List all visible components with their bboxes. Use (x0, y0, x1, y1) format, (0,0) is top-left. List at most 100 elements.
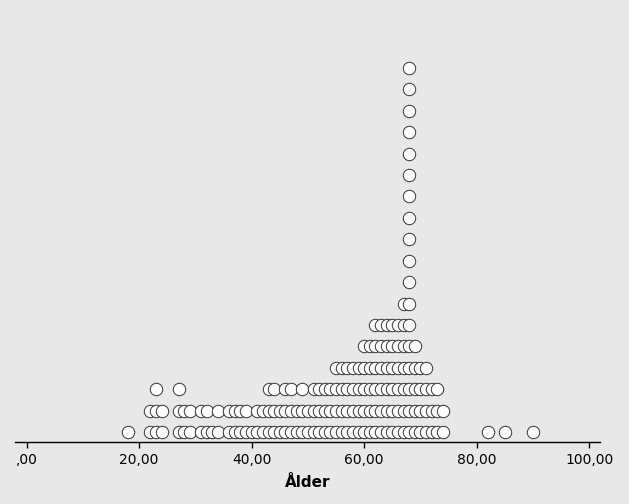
Point (308, 407, 318, 415)
Point (432, 428, 442, 436)
Point (365, 428, 375, 436)
Point (342, 385, 352, 393)
Point (370, 342, 381, 350)
Point (241, 428, 251, 436)
Point (415, 428, 425, 436)
Point (224, 407, 234, 415)
Point (331, 407, 341, 415)
Point (145, 407, 155, 415)
Point (196, 407, 206, 415)
Point (292, 407, 302, 415)
Point (281, 407, 291, 415)
Point (382, 364, 392, 372)
Point (399, 342, 409, 350)
Point (269, 428, 279, 436)
Point (376, 364, 386, 372)
Point (213, 407, 223, 415)
Point (404, 193, 414, 201)
Point (404, 278, 414, 286)
Point (393, 364, 403, 372)
Point (387, 364, 398, 372)
Point (252, 407, 262, 415)
Point (421, 385, 431, 393)
Point (269, 407, 279, 415)
Point (382, 342, 392, 350)
Point (404, 85, 414, 93)
Point (404, 385, 414, 393)
Point (174, 428, 184, 436)
Point (359, 364, 369, 372)
Point (320, 428, 330, 436)
Point (151, 428, 161, 436)
Point (382, 428, 392, 436)
Point (337, 385, 347, 393)
Point (399, 385, 409, 393)
Point (426, 428, 437, 436)
Point (438, 428, 448, 436)
Point (376, 321, 386, 329)
Point (409, 385, 420, 393)
Point (247, 428, 257, 436)
Point (399, 428, 409, 436)
Point (404, 299, 414, 307)
Point (426, 407, 437, 415)
Point (264, 385, 274, 393)
Point (275, 407, 285, 415)
Point (342, 428, 352, 436)
Point (196, 428, 206, 436)
Point (348, 407, 358, 415)
Point (342, 407, 352, 415)
Point (382, 321, 392, 329)
Point (376, 385, 386, 393)
Point (376, 407, 386, 415)
Point (235, 407, 245, 415)
Point (409, 342, 420, 350)
Point (303, 428, 313, 436)
Point (376, 342, 386, 350)
Point (202, 428, 212, 436)
Point (404, 321, 414, 329)
Point (404, 214, 414, 222)
Point (308, 385, 318, 393)
Point (483, 428, 493, 436)
Point (308, 428, 318, 436)
Point (399, 364, 409, 372)
Point (528, 428, 538, 436)
Point (415, 364, 425, 372)
Point (151, 407, 161, 415)
Point (224, 428, 234, 436)
Point (404, 150, 414, 158)
Point (314, 407, 324, 415)
Point (286, 428, 296, 436)
Point (404, 364, 414, 372)
Point (382, 385, 392, 393)
Point (421, 407, 431, 415)
Point (382, 407, 392, 415)
Point (393, 342, 403, 350)
Point (298, 407, 308, 415)
Point (157, 428, 167, 436)
Point (213, 428, 223, 436)
Point (325, 428, 335, 436)
Point (370, 321, 381, 329)
Point (365, 385, 375, 393)
Point (432, 385, 442, 393)
Point (376, 428, 386, 436)
Point (258, 407, 268, 415)
Point (298, 385, 308, 393)
Point (286, 407, 296, 415)
Point (269, 385, 279, 393)
Point (252, 428, 262, 436)
Point (230, 428, 240, 436)
Point (399, 407, 409, 415)
Point (365, 364, 375, 372)
Point (123, 428, 133, 436)
Point (404, 235, 414, 243)
Point (399, 321, 409, 329)
Point (292, 428, 302, 436)
Point (359, 407, 369, 415)
Point (393, 321, 403, 329)
Point (404, 128, 414, 136)
Point (387, 385, 398, 393)
Point (230, 407, 240, 415)
